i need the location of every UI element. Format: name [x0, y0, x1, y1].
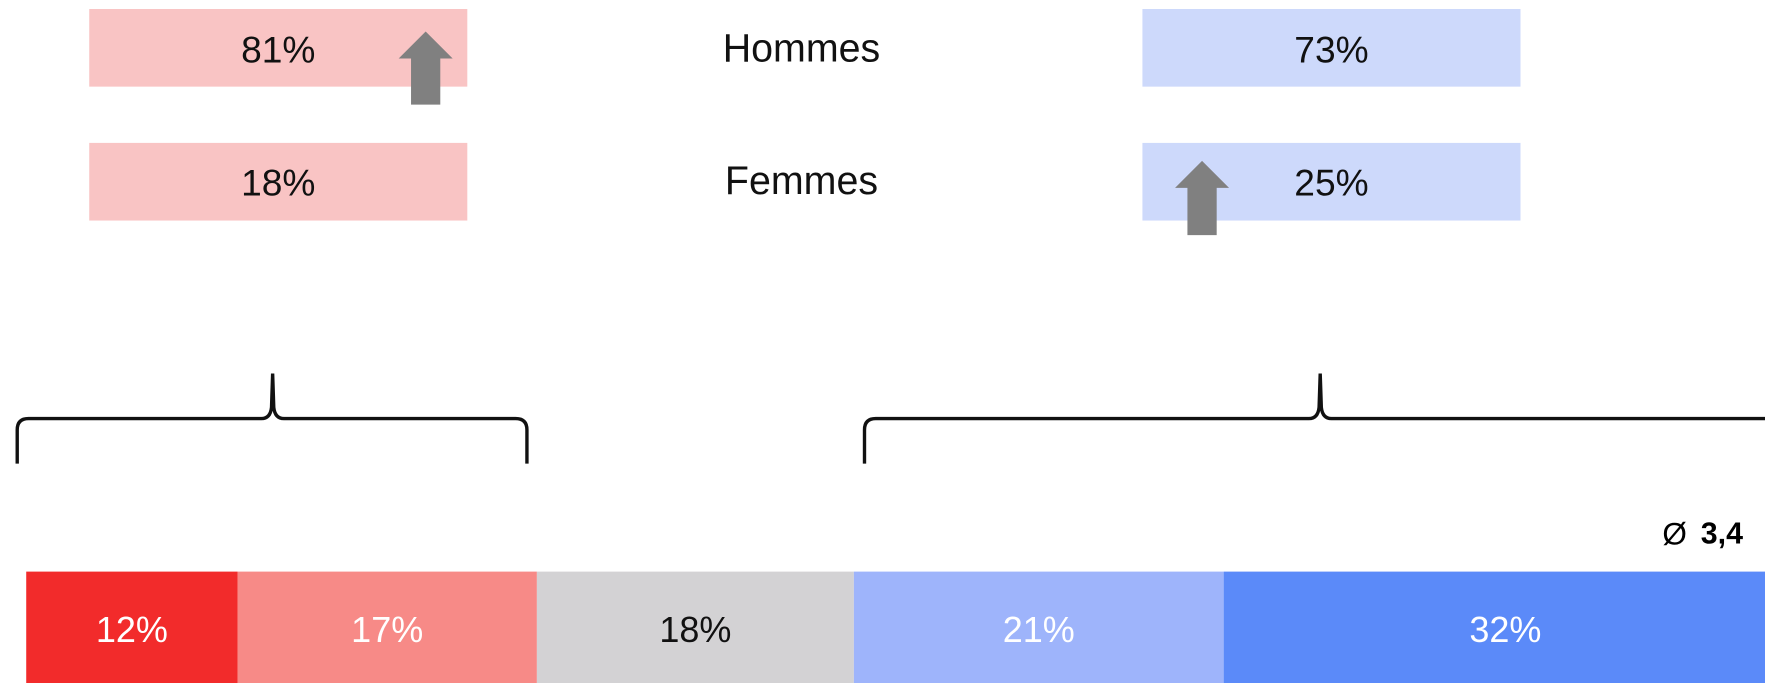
brace [15, 373, 529, 464]
left-value: 18% [241, 161, 315, 203]
segment-label: 32% [1469, 609, 1541, 650]
row-label: Hommes [723, 26, 881, 70]
brace [862, 373, 1765, 464]
segment-label: 21% [1003, 609, 1075, 650]
bar-segment [237, 571, 537, 683]
average-symbol: Ø [1662, 515, 1687, 551]
left-box [89, 142, 468, 221]
up-arrow [398, 31, 453, 105]
right-value: 73% [1294, 29, 1368, 71]
up-arrow [1175, 160, 1230, 236]
bar-segment [26, 571, 238, 683]
segment-label: 18% [659, 609, 731, 650]
segment-label: 17% [351, 609, 423, 650]
left-box [89, 9, 468, 87]
left-value: 81% [241, 29, 315, 71]
segment-label: 12% [96, 609, 168, 650]
right-value: 25% [1294, 161, 1368, 203]
bar-segment [853, 571, 1224, 683]
right-box [1142, 9, 1521, 87]
average-value: 3,4 [1701, 516, 1743, 550]
bar-segment [536, 571, 854, 683]
row-label: Femmes [725, 159, 878, 203]
bar-segment [1223, 571, 1765, 683]
